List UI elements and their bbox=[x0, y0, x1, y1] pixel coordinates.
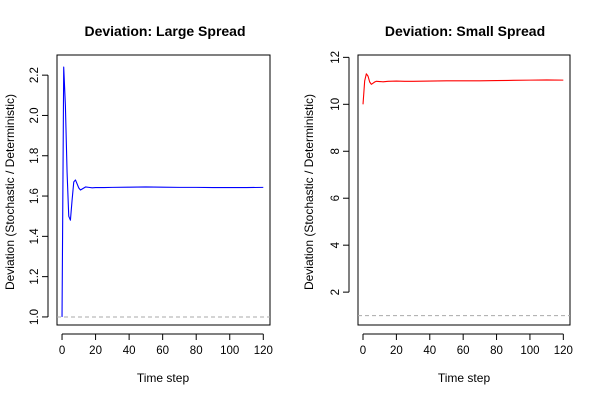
y-tick-label: 2 bbox=[330, 289, 342, 295]
x-axis-label: Time step bbox=[137, 371, 190, 385]
y-tick-label: 1.4 bbox=[29, 228, 41, 245]
plot-area: 0 20 40 60 80 100 120 1.0 1.2 1.4 1.6 1.8 2.0 2.2 bbox=[29, 54, 273, 357]
y-tick-label: 1.0 bbox=[29, 309, 41, 325]
plot-frame bbox=[56, 54, 271, 326]
chart-title: Deviation: Large Spread bbox=[84, 23, 245, 39]
y-tick-label: 1.8 bbox=[29, 148, 41, 164]
x-tick-label: 100 bbox=[520, 345, 539, 357]
y-tick-label: 10 bbox=[330, 98, 342, 111]
x-tick-label: 20 bbox=[89, 345, 102, 357]
y-tick-label: 2.0 bbox=[29, 107, 41, 123]
x-tick-label: 120 bbox=[554, 345, 573, 357]
y-axis-label: Deviation (Stochastic / Deterministic) bbox=[302, 94, 316, 290]
y-tick-label: 12 bbox=[330, 51, 342, 64]
chart-title: Deviation: Small Spread bbox=[385, 23, 545, 39]
x-tick-label: 60 bbox=[156, 345, 169, 357]
y-tick-label: 8 bbox=[330, 148, 342, 154]
y-axis-label: Deviation (Stochastic / Deterministic) bbox=[3, 94, 17, 290]
x-tick-label: 120 bbox=[254, 345, 273, 357]
x-tick-label: 80 bbox=[190, 345, 203, 357]
right-panel: Deviation: Small Spread Time step Deviat… bbox=[302, 23, 573, 385]
y-tick-label: 1.2 bbox=[29, 269, 41, 285]
x-axis-label: Time step bbox=[438, 371, 491, 385]
x-tick-label: 0 bbox=[360, 345, 366, 357]
y-tick-label: 4 bbox=[330, 241, 342, 248]
x-tick-label: 80 bbox=[490, 345, 503, 357]
series-line bbox=[61, 66, 264, 317]
x-tick-label: 60 bbox=[457, 345, 470, 357]
left-panel: Deviation: Large Spread Time step Deviat… bbox=[3, 23, 273, 385]
x-tick-label: 0 bbox=[59, 345, 65, 357]
x-tick-label: 20 bbox=[390, 345, 403, 357]
x-tick-label: 100 bbox=[220, 345, 239, 357]
series-line bbox=[362, 73, 564, 105]
x-tick-label: 40 bbox=[123, 345, 136, 357]
plot-area: 0 20 40 60 80 100 120 2 4 6 8 10 12 bbox=[330, 51, 573, 357]
y-tick-label: 2.2 bbox=[29, 67, 41, 83]
x-tick-label: 40 bbox=[423, 345, 436, 357]
y-tick-label: 1.6 bbox=[29, 188, 41, 204]
plot-frame bbox=[357, 54, 571, 326]
y-tick-label: 6 bbox=[330, 195, 342, 201]
